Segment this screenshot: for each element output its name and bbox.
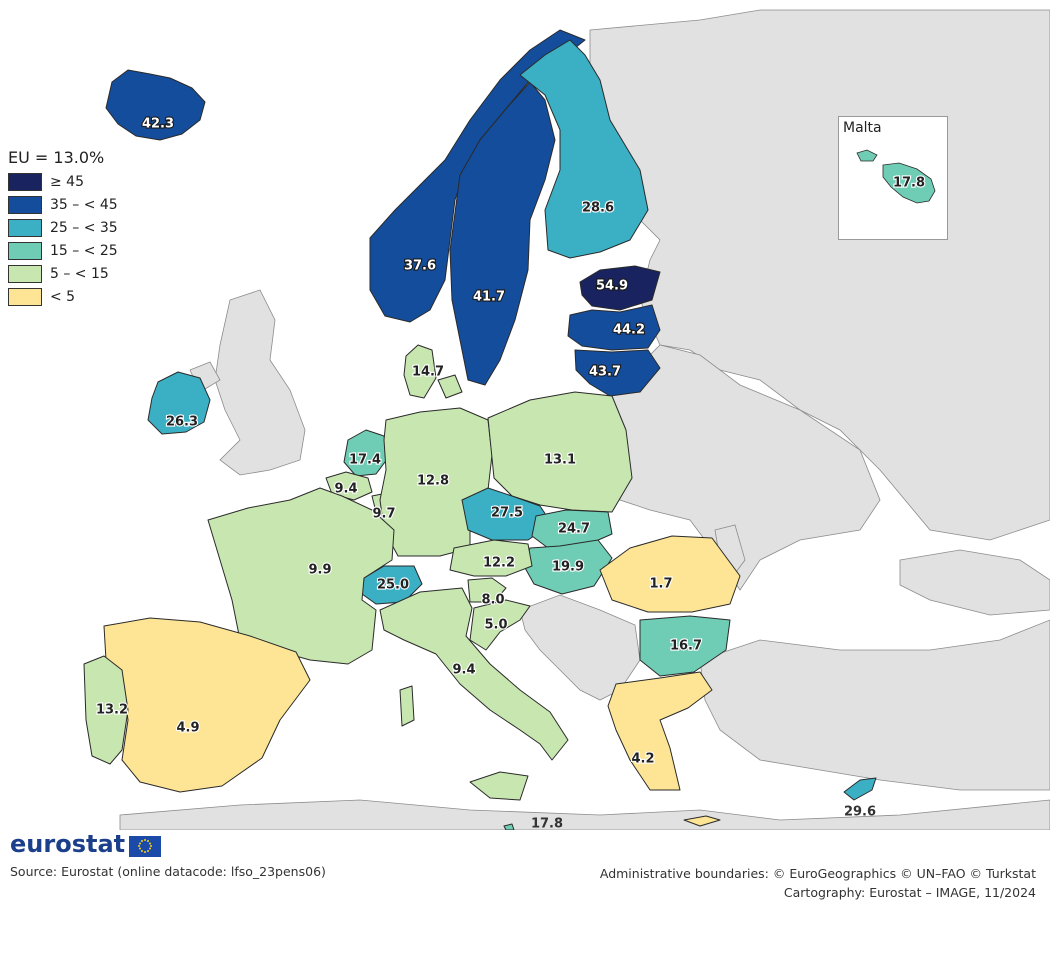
value-label-malta-main: 17.8 xyxy=(531,817,563,831)
region-bulgaria xyxy=(639,615,731,677)
legend-swatch xyxy=(8,265,42,283)
value-label-italy: 9.4 xyxy=(452,663,475,678)
value-label-spain: 4.9 xyxy=(176,721,199,736)
eurostat-brand: eurostat xyxy=(10,830,162,858)
value-label-greece: 4.2 xyxy=(631,752,654,767)
legend-item-class-0: ≥ 45 xyxy=(8,171,118,193)
great-britain xyxy=(214,289,306,476)
source-note: Source: Eurostat (online datacode: lfso_… xyxy=(10,864,326,879)
value-label-czechia: 27.5 xyxy=(491,506,523,521)
malta-island xyxy=(856,149,936,204)
legend-label: ≥ 45 xyxy=(50,174,84,190)
value-label-bulgaria: 16.7 xyxy=(670,639,702,654)
legend-swatch xyxy=(8,196,42,214)
region-austria xyxy=(449,539,533,577)
legend-label: 35 – < 45 xyxy=(50,197,118,213)
value-label-norway: 37.6 xyxy=(404,259,436,274)
region-estonia xyxy=(579,265,661,311)
region-denmark xyxy=(403,344,463,399)
region-iceland xyxy=(105,69,206,141)
legend-swatch xyxy=(8,288,42,306)
value-label-lithuania: 43.7 xyxy=(589,365,621,380)
legend-label: < 5 xyxy=(50,289,76,305)
region-lithuania xyxy=(574,349,661,397)
caucasus xyxy=(899,549,1050,616)
eurostat-logo: eurostat xyxy=(10,830,126,858)
countries-layer xyxy=(83,29,877,830)
region-poland xyxy=(487,391,633,513)
credits: Administrative boundaries: © EuroGeograp… xyxy=(600,864,1036,902)
region-finland xyxy=(519,39,649,259)
credit-cartography: Cartography: Eurostat – IMAGE, 11/2024 xyxy=(783,885,1036,900)
legend-swatch xyxy=(8,219,42,237)
value-label-iceland: 42.3 xyxy=(142,117,174,132)
region-malta xyxy=(503,823,515,830)
legend-swatch xyxy=(8,242,42,260)
value-label-denmark: 14.7 xyxy=(412,365,444,380)
value-label-belgium: 9.4 xyxy=(334,482,357,497)
north-africa xyxy=(119,799,1050,830)
value-label-austria: 12.2 xyxy=(483,556,515,571)
malta-inset-svg: 17.8 xyxy=(856,149,936,204)
value-label-sweden: 41.7 xyxy=(473,290,505,305)
legend-label: 15 – < 25 xyxy=(50,243,118,259)
region-portugal xyxy=(83,655,129,765)
legend-item-class-2: 25 – < 35 xyxy=(8,217,118,239)
value-label-hungary: 19.9 xyxy=(552,560,584,575)
value-labels-layer: 42.3 37.6 41.7 28.6 54.9 44.2 43.7 14.7 26.3 17.4… xyxy=(95,115,876,831)
legend-label: 5 – < 15 xyxy=(50,266,109,282)
value-label-estonia: 54.9 xyxy=(596,279,628,294)
malta-inset-map: 17.8 Malta xyxy=(838,116,948,240)
value-label-cyprus: 29.6 xyxy=(844,805,876,820)
region-slovenia xyxy=(467,577,507,603)
legend-title: EU = 13.0% xyxy=(8,148,105,167)
malta-inset-value: 17.8 xyxy=(893,176,925,191)
legend-item-class-5: < 5 xyxy=(8,286,118,308)
region-croatia xyxy=(469,599,531,651)
legend-item-class-4: 5 – < 15 xyxy=(8,263,118,285)
region-italy xyxy=(379,587,569,801)
legend-item-class-3: 15 – < 25 xyxy=(8,240,118,262)
legend-swatch xyxy=(8,173,42,191)
value-label-finland: 28.6 xyxy=(582,201,614,216)
region-hungary xyxy=(523,539,613,595)
value-label-latvia: 44.2 xyxy=(613,323,645,338)
region-greece xyxy=(607,671,721,827)
region-latvia xyxy=(567,304,661,351)
turkey xyxy=(699,619,1050,791)
region-sweden xyxy=(449,81,556,386)
map-legend: EU = 13.0% ≥ 45 35 – < 45 25 – < 35 15 –… xyxy=(8,148,118,309)
map-area: 42.3 37.6 41.7 28.6 54.9 44.2 43.7 14.7 26.3 17.4… xyxy=(8,9,1050,831)
balkans xyxy=(519,594,641,701)
value-label-portugal: 13.2 xyxy=(96,703,128,718)
credit-boundaries: Administrative boundaries: © EuroGeograp… xyxy=(599,866,1036,881)
region-switzerland xyxy=(361,565,423,605)
value-label-ireland: 26.3 xyxy=(166,415,198,430)
region-netherlands xyxy=(343,429,389,477)
value-label-switzerland: 25.0 xyxy=(377,578,409,593)
legend-label: 25 – < 35 xyxy=(50,220,118,236)
legend-item-class-1: 35 – < 45 xyxy=(8,194,118,216)
value-label-france: 9.9 xyxy=(308,563,331,578)
region-romania xyxy=(599,535,741,613)
value-label-poland: 13.1 xyxy=(544,453,576,468)
malta-inset-title: Malta xyxy=(843,120,882,136)
region-norway xyxy=(369,29,586,323)
value-label-netherlands: 17.4 xyxy=(349,453,381,468)
value-label-germany: 12.8 xyxy=(417,474,449,489)
value-label-slovenia: 8.0 xyxy=(481,593,504,608)
value-label-romania: 1.7 xyxy=(649,577,672,592)
value-label-croatia: 5.0 xyxy=(484,618,507,633)
region-cyprus xyxy=(843,777,877,801)
value-label-slovakia: 24.7 xyxy=(558,522,590,537)
eu-flag-icon xyxy=(129,835,162,857)
value-label-luxembourg: 9.7 xyxy=(372,507,395,522)
region-ireland xyxy=(147,371,211,435)
